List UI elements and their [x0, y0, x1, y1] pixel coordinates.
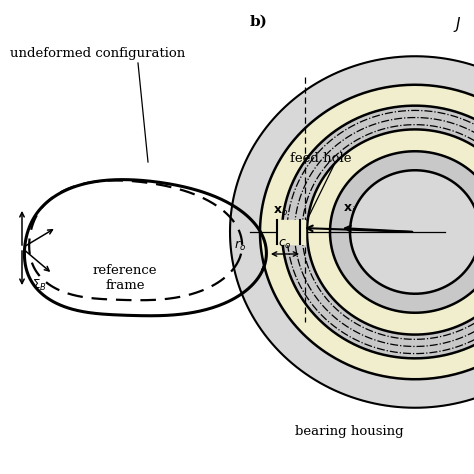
Text: $\mathbf{x}_o$: $\mathbf{x}_o$: [273, 205, 288, 218]
Text: $r_o$: $r_o$: [234, 239, 246, 253]
Text: $\mathbf{x}_i$: $\mathbf{x}_i$: [343, 203, 356, 216]
Polygon shape: [230, 56, 474, 408]
Polygon shape: [330, 151, 474, 313]
Text: $c_o$: $c_o$: [278, 238, 292, 251]
Text: reference
frame: reference frame: [93, 264, 157, 292]
Text: bearing housing: bearing housing: [295, 426, 404, 438]
Polygon shape: [260, 85, 474, 379]
Polygon shape: [282, 106, 474, 358]
Bar: [277, 220, 305, 244]
Polygon shape: [350, 170, 474, 294]
Text: b): b): [250, 15, 268, 29]
Polygon shape: [307, 129, 474, 335]
Text: undeformed configuration: undeformed configuration: [10, 47, 185, 60]
Text: $\Sigma_B$: $\Sigma_B$: [32, 278, 47, 293]
Text: feed hole: feed hole: [290, 152, 352, 164]
Text: $J$: $J$: [454, 15, 462, 34]
